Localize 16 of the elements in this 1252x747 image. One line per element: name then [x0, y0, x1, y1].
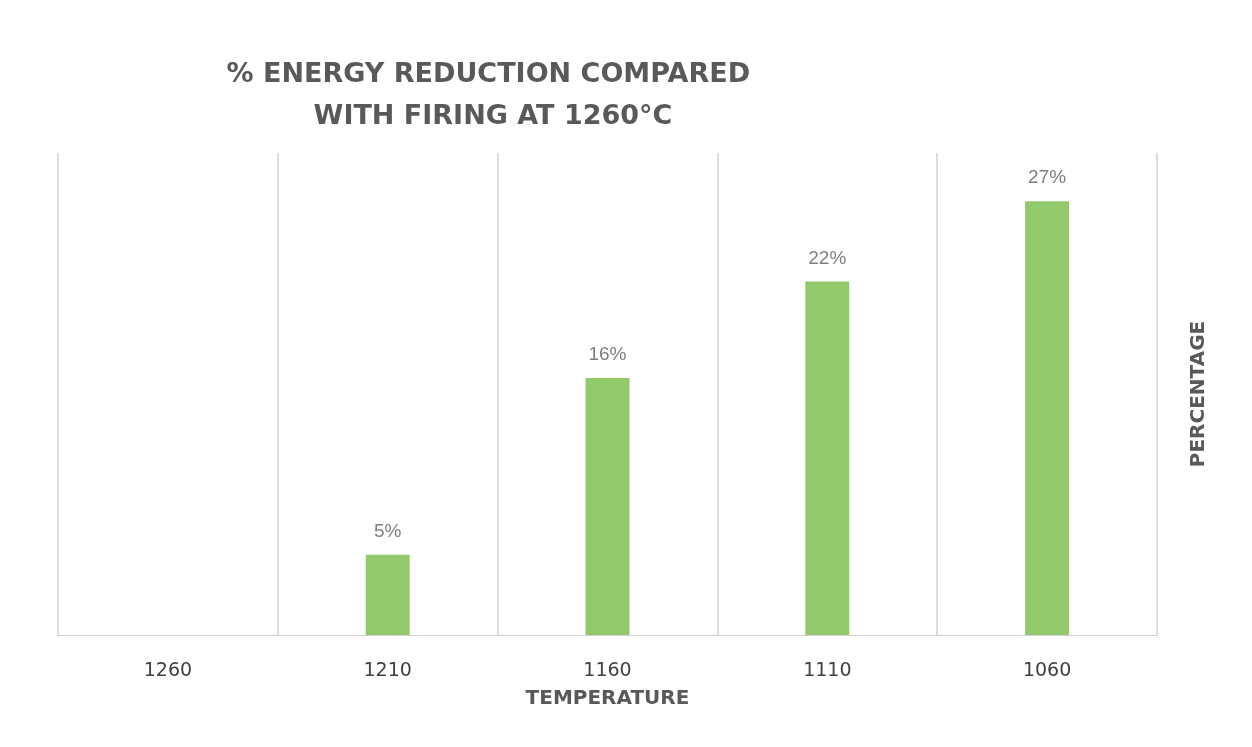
- chart-title: % ENERGY REDUCTION COMPARED WITH FIRING AT 1260°C: [226, 56, 760, 130]
- data-label: 22%: [808, 246, 847, 268]
- x-axis-title: TEMPERATURE: [525, 685, 690, 709]
- bar: [365, 554, 410, 635]
- x-tick-label: 1160: [583, 657, 632, 680]
- data-label: 5%: [373, 519, 402, 541]
- y-axis-title: PERCENTAGE: [1185, 320, 1209, 468]
- x-tick-label: 1210: [363, 657, 412, 680]
- bar: [1025, 201, 1070, 635]
- data-label: 16%: [588, 342, 627, 364]
- bar: [805, 281, 850, 635]
- x-tick-label: 1060: [1022, 657, 1072, 680]
- data-label: 27%: [1028, 166, 1067, 188]
- x-tick-label: 1110: [803, 657, 852, 680]
- bar: [585, 377, 630, 635]
- x-tick-label: 1260: [143, 657, 193, 680]
